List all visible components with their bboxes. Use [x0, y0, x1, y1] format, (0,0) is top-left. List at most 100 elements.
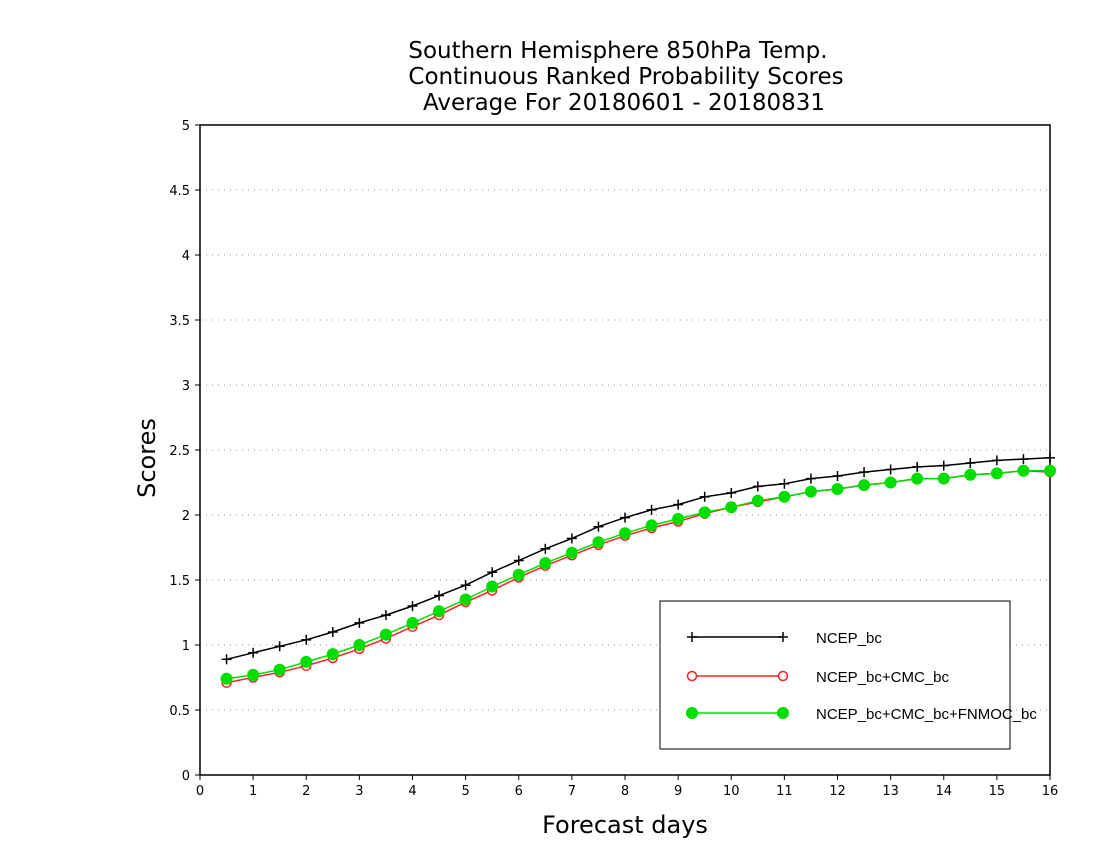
- data-point: [965, 458, 976, 468]
- y-tick-label: 3.5: [169, 314, 190, 329]
- data-point: [565, 546, 578, 559]
- chart-title-line-3: Average For 20180601 - 20180831: [423, 90, 825, 116]
- data-point: [354, 617, 365, 628]
- data-point: [884, 476, 897, 489]
- data-point: [460, 580, 471, 591]
- data-point: [885, 464, 896, 475]
- data-point: [512, 568, 525, 581]
- data-point: [938, 460, 949, 471]
- data-point: [725, 501, 738, 514]
- data-point: [777, 670, 789, 682]
- data-point: [592, 536, 605, 549]
- data-point: [673, 499, 684, 510]
- y-tick-label: 1.5: [169, 574, 190, 589]
- x-axis: 0 1 2 3 4 5 6 7 8 9 10 11 12 13 14 15 16: [196, 775, 1058, 799]
- data-point: [1045, 452, 1055, 463]
- data-point: [539, 557, 552, 570]
- data-point: [779, 478, 790, 489]
- data-point: [858, 479, 871, 492]
- data-point: [964, 468, 977, 481]
- data-point: [778, 632, 788, 642]
- legend-entry: NCEP_bc+CMC_bc: [686, 669, 949, 686]
- data-point: [379, 628, 392, 641]
- data-point: [805, 473, 816, 484]
- data-point: [247, 668, 260, 681]
- x-tick-label: 9: [674, 784, 682, 799]
- data-point: [221, 654, 232, 665]
- data-point: [911, 472, 924, 485]
- y-tick-label: 0.5: [169, 704, 190, 719]
- data-point: [686, 670, 698, 682]
- x-tick-label: 3: [355, 784, 363, 799]
- x-tick-label: 15: [989, 784, 1006, 799]
- data-point: [990, 467, 1003, 480]
- y-tick-label: 4: [182, 249, 190, 264]
- data-point: [646, 504, 657, 515]
- data-point: [406, 616, 419, 629]
- y-axis-label: Scores: [133, 418, 161, 498]
- chart-title: Southern Hemisphere 850hPa Temp. Continu…: [408, 38, 843, 116]
- data-point: [859, 467, 870, 478]
- legend-entry: NCEP_bc+CMC_bc+FNMOC_bc: [686, 706, 1037, 723]
- x-tick-label: 14: [935, 784, 952, 799]
- data-point: [991, 455, 1002, 466]
- y-tick-label: 4.5: [169, 184, 190, 199]
- data-point: [566, 533, 577, 544]
- y-tick-label: 5: [182, 119, 190, 134]
- legend-label: NCEP_bc: [816, 630, 882, 647]
- legend-label: NCEP_bc+CMC_bc: [816, 669, 949, 686]
- data-point: [752, 481, 763, 492]
- data-point: [699, 491, 710, 502]
- series-ncep-bc: [221, 452, 1055, 665]
- data-point: [274, 641, 285, 652]
- data-point: [1018, 454, 1029, 465]
- y-tick-label: 3: [182, 379, 190, 394]
- data-point: [459, 593, 472, 606]
- y-tick-label: 2: [182, 509, 190, 524]
- data-point: [687, 632, 697, 642]
- x-tick-label: 11: [776, 784, 793, 799]
- x-axis-label: Forecast days: [542, 811, 708, 839]
- series-layer: [220, 452, 1056, 688]
- data-point: [672, 512, 685, 525]
- data-point: [912, 461, 923, 472]
- y-tick-label: 0: [182, 769, 190, 784]
- data-point: [726, 487, 737, 498]
- data-point: [540, 543, 551, 554]
- data-point: [1017, 464, 1030, 477]
- data-point: [751, 494, 764, 507]
- data-point: [248, 647, 259, 658]
- data-point: [513, 555, 524, 566]
- data-point: [300, 655, 313, 668]
- data-point: [832, 471, 843, 481]
- data-point: [620, 512, 630, 523]
- data-point: [327, 627, 338, 637]
- data-point: [407, 601, 418, 611]
- x-tick-label: 0: [196, 784, 204, 799]
- data-point: [831, 483, 844, 495]
- data-point: [433, 605, 446, 618]
- data-point: [593, 521, 604, 532]
- x-tick-label: 12: [829, 784, 846, 799]
- y-axis: 0 0.5 1 1.5 2 2.5 3 3.5 4 4.5 5: [169, 119, 200, 784]
- chart-title-line-1: Southern Hemisphere 850hPa Temp.: [408, 38, 827, 64]
- x-tick-label: 10: [723, 784, 740, 799]
- data-point: [686, 707, 698, 719]
- chart-title-line-2: Continuous Ranked Probability Scores: [408, 64, 843, 90]
- x-tick-label: 16: [1042, 784, 1059, 799]
- data-point: [698, 506, 711, 519]
- legend: NCEP_bc NCEP_bc+CMC_bc NCEP_bc+CMC_bc+FNMO…: [659, 600, 1037, 750]
- data-point: [434, 590, 445, 601]
- data-point: [1044, 464, 1056, 477]
- x-tick-label: 2: [302, 784, 310, 799]
- data-point: [220, 672, 233, 685]
- data-point: [486, 580, 499, 593]
- x-tick-label: 13: [882, 784, 899, 799]
- legend-entry: NCEP_bc: [687, 630, 882, 647]
- data-point: [777, 707, 789, 719]
- x-tick-label: 4: [408, 784, 416, 799]
- data-point: [326, 648, 339, 661]
- y-tick-label: 1: [182, 639, 190, 654]
- data-point: [937, 472, 950, 485]
